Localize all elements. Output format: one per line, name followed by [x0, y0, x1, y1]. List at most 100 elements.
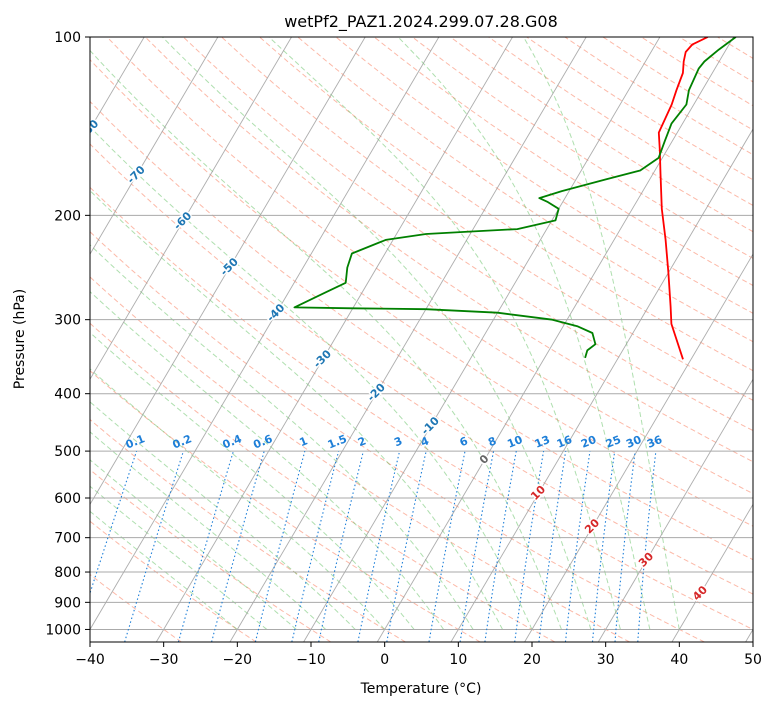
x-tick-label: 30: [597, 652, 615, 668]
dry-adiabat: [90, 59, 753, 527]
background-lines: [0, 37, 753, 642]
moist-adiabat: [523, 37, 680, 630]
mixing-ratio-label: 8: [486, 434, 498, 449]
isotherm-label: 20: [582, 516, 602, 536]
y-tick-label: 800: [54, 565, 81, 581]
dry-adiabat: [488, 37, 753, 207]
mixing-ratio-label: 0.1: [124, 432, 147, 451]
mixing-ratio-label: 4: [419, 434, 431, 449]
plot-frame: [89, 36, 754, 643]
isotherm: [450, 128, 753, 642]
mixing-ratio-line: [538, 451, 567, 642]
isotherm-label: -50: [218, 255, 241, 278]
dry-adiabat: [90, 322, 556, 642]
dry-adiabat: [221, 37, 753, 401]
y-tick-label: 100: [54, 30, 81, 46]
isotherm-label: 0: [477, 452, 492, 467]
isotherm: [90, 37, 219, 256]
mixing-ratio-line: [357, 450, 401, 642]
mixing-ratio-label: 1: [298, 434, 310, 449]
mixing-ratio-label: 0.4: [221, 432, 244, 451]
moist-adiabat: [90, 368, 386, 630]
line-labels: 0.1 0.2 0.4 0.6 1 1.5 2 3 4 6 8 10 13 16 20 25 30 36-100-…: [0, 22, 712, 604]
moist-adiabat: [90, 290, 444, 630]
moist-adiabat: [90, 485, 268, 630]
isotherm: [597, 378, 753, 642]
mixing-ratio-label: 10: [505, 433, 524, 451]
dry-adiabat: [297, 37, 753, 343]
y-tick-label: 900: [54, 595, 81, 611]
dry-adiabat: [90, 469, 332, 642]
chart-title: wetPf2_PAZ1.2024.299.07.28.G08: [284, 12, 558, 32]
dry-adiabat: [90, 143, 753, 595]
isotherm: [376, 37, 734, 642]
mixing-ratio-line: [428, 450, 466, 642]
dry-adiabat: [679, 37, 753, 83]
x-axis-label: Temperature (°C): [360, 681, 482, 697]
mixing-ratio-label: 25: [604, 433, 623, 451]
y-tick-label: 300: [54, 313, 81, 329]
x-tick-label: 10: [449, 652, 467, 668]
mixing-ratio-label: 13: [533, 433, 552, 451]
y-axis-label: Pressure (hPa): [12, 289, 28, 389]
y-tick-label: 1000: [45, 622, 81, 638]
dry-adiabat: [106, 37, 753, 495]
mixing-ratio-label: 0.6: [251, 432, 274, 451]
isotherm: [229, 37, 587, 642]
moist-adiabat: [90, 401, 356, 630]
mixing-ratio-label: 16: [555, 433, 574, 451]
x-tick-label: −40: [75, 652, 105, 668]
mixing-ratio-label: 30: [624, 433, 643, 451]
isotherm-label: -30: [311, 347, 334, 370]
mixing-ratio-label: 0.2: [171, 432, 194, 451]
moist-adiabat: [90, 126, 533, 630]
dry-adiabat: [90, 370, 481, 642]
mixing-ratio-line: [637, 451, 657, 642]
y-tick-label: 700: [54, 531, 81, 547]
x-axis: −40 −30 −20 −10 0 10 20 30 40 50: [75, 642, 762, 668]
y-tick-label: 200: [54, 208, 81, 224]
dry-adiabat: [450, 37, 753, 233]
mixing-ratio-label: 6: [458, 434, 470, 449]
moist-adiabat: [90, 244, 474, 630]
temperature-line: [657, 37, 709, 360]
mixing-ratio-line: [291, 450, 340, 642]
isotherm-label: -100: [0, 22, 11, 51]
mixing-ratio-label: 36: [645, 433, 664, 451]
plot-area: 0.1 0.2 0.4 0.6 1 1.5 2 3 4 6 8 10 13 16 20 25 30 36-100-…: [0, 22, 753, 642]
moist-adiabat: [90, 189, 503, 630]
isotherm-label: -10: [419, 414, 442, 437]
mixing-ratio-line: [318, 450, 364, 642]
x-tick-label: 20: [523, 652, 541, 668]
mixing-ratio-line: [254, 450, 306, 642]
dry-adiabat: [373, 37, 753, 287]
dry-adiabat: [335, 37, 753, 314]
isotherm-label: -90: [31, 71, 54, 94]
moist-adiabat: [90, 459, 297, 630]
y-tick-label: 600: [54, 491, 81, 507]
x-tick-label: −30: [149, 652, 179, 668]
dry-adiabat: [182, 37, 753, 432]
mixing-ratio-label: 1.5: [326, 432, 349, 451]
series-lines: [293, 37, 737, 360]
dry-adiabat: [90, 231, 705, 642]
moist-adiabat: [90, 510, 238, 630]
mixing-ratio-label: 2: [356, 434, 368, 449]
x-tick-label: 0: [380, 652, 389, 668]
x-tick-label: −10: [296, 652, 326, 668]
isotherm: [0, 37, 71, 642]
y-tick-label: 500: [54, 444, 81, 460]
dry-adiabat: [144, 37, 753, 463]
y-axis: 1000 900 800 700 600 500 400 300 200 100: [45, 30, 90, 638]
isotherm-label: 40: [690, 583, 710, 603]
isotherm: [90, 37, 292, 381]
moist-adiabat: [268, 37, 621, 630]
dry-adiabat: [526, 37, 753, 181]
dry-adiabat: [90, 520, 257, 642]
dewpoint-line: [293, 37, 737, 359]
isotherm: [90, 37, 366, 506]
dry-adiabat: [259, 37, 753, 372]
isotherm-label: 30: [636, 550, 656, 570]
isotherm: [524, 253, 753, 642]
